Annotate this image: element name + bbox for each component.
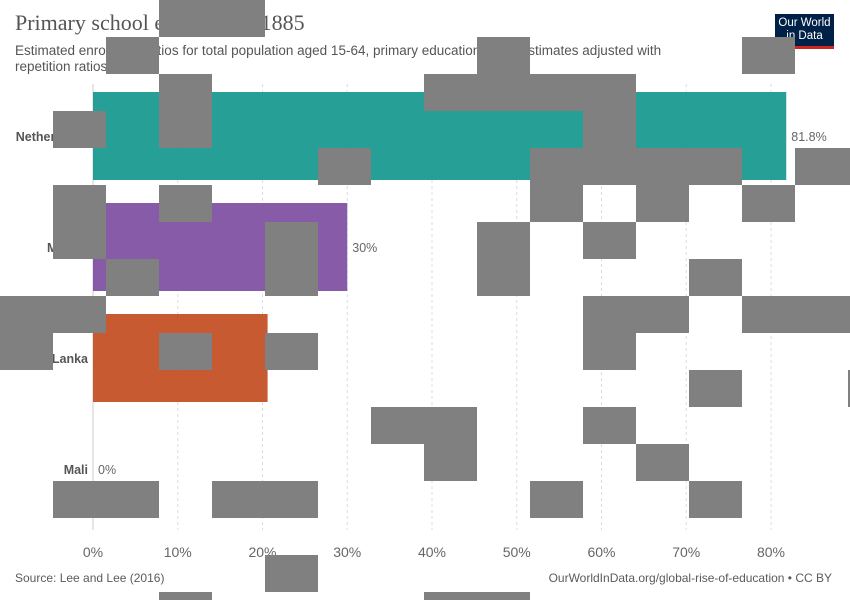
occluder-block: [583, 296, 689, 333]
occluder-block: [795, 148, 850, 185]
occluder-block: [371, 407, 477, 444]
source-link[interactable]: OurWorldInData.org/global-rise-of-educat…: [548, 571, 832, 585]
x-tick-label: 40%: [418, 544, 446, 560]
source-note: Source: Lee and Lee (2016): [15, 571, 165, 585]
x-tick-label: 10%: [164, 544, 192, 560]
occluder-block: [159, 185, 212, 222]
occluder-block: [477, 37, 530, 74]
occluder-block: [424, 74, 636, 111]
occluder-block: [636, 444, 689, 481]
occluder-block: [106, 37, 159, 74]
owid-logo[interactable]: Our World in Data: [775, 14, 834, 49]
value-label: 0%: [98, 463, 116, 477]
x-tick-label: 80%: [757, 544, 785, 560]
x-tick-label: 30%: [333, 544, 361, 560]
occluder-block: [742, 37, 795, 74]
occluder-block: [583, 111, 636, 148]
occluder-block: [583, 333, 636, 370]
occluder-block: [265, 333, 318, 370]
occluder-block: [742, 296, 850, 333]
value-label: 81.8%: [791, 130, 826, 144]
occluder-block: [318, 148, 371, 185]
occluder-block: [159, 333, 212, 370]
occluder-block: [424, 444, 477, 481]
occluder-block: [689, 481, 742, 518]
occluder-block: [530, 185, 583, 222]
occluder-block: [530, 481, 583, 518]
logo-line-1: Our World: [778, 17, 831, 29]
occluder-block: [53, 185, 106, 259]
occluder-block: [583, 407, 636, 444]
occluder-block: [53, 481, 159, 518]
logo-line-2: in Data: [786, 30, 823, 42]
occluder-block: [636, 185, 689, 222]
occluder-block: [530, 148, 742, 185]
occluder-block: [159, 74, 212, 148]
occluder-block: [212, 481, 318, 518]
occluder-block: [0, 333, 53, 370]
occluder-block: [106, 259, 159, 296]
occluder-block: [689, 370, 742, 407]
occluder-block: [265, 222, 318, 296]
occluder-block: [159, 0, 265, 37]
occluder-block: [742, 185, 795, 222]
occluder-block: [265, 555, 318, 592]
occluder-block: [477, 222, 530, 296]
value-label: 30%: [352, 241, 377, 255]
x-tick-label: 0%: [83, 544, 103, 560]
category-label: Mali: [64, 463, 88, 477]
x-tick-label: 60%: [587, 544, 615, 560]
occluder-block: [53, 111, 106, 148]
occluder-block: [848, 370, 850, 407]
occluder-block: [159, 592, 212, 600]
x-tick-label: 50%: [503, 544, 531, 560]
occluder-block: [583, 222, 636, 259]
occluder-block: [424, 592, 530, 600]
x-tick-label: 70%: [672, 544, 700, 560]
occluder-block: [689, 259, 742, 296]
occluder-block: [0, 296, 106, 333]
